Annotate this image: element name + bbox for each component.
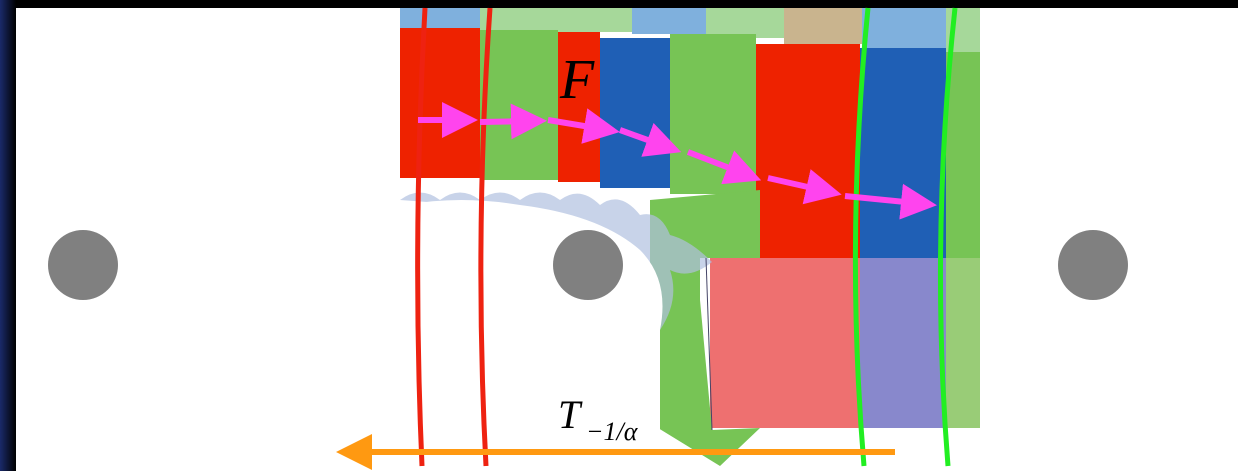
gray-dot xyxy=(553,230,623,300)
gray-dot xyxy=(48,230,118,300)
left-edge xyxy=(0,0,16,471)
gray-dot xyxy=(1058,230,1128,300)
slide: F T −1/α xyxy=(0,0,1238,471)
t-subscript: −1/α xyxy=(586,417,639,446)
t-label: T xyxy=(558,392,583,437)
f-label: F xyxy=(559,49,595,111)
